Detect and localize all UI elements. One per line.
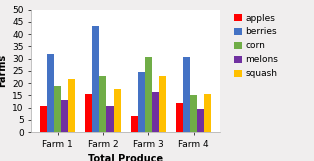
Bar [152,92,159,132]
Bar [190,95,197,132]
X-axis label: Total Produce: Total Produce [88,154,163,161]
Bar [61,100,68,132]
Bar [138,72,145,132]
Bar [106,106,114,132]
Bar [54,85,61,132]
Bar [159,76,166,132]
Bar [183,57,190,132]
Bar [145,57,152,132]
Y-axis label: Farms: Farms [0,54,7,87]
Bar [47,54,54,132]
Bar [100,76,106,132]
Bar [114,89,121,132]
Bar [68,79,75,132]
Bar [131,116,138,132]
Bar [204,94,211,132]
Bar [92,26,100,132]
Legend: apples, berries, corn, melons, squash: apples, berries, corn, melons, squash [232,12,280,80]
Bar [85,94,92,132]
Bar [40,106,47,132]
Bar [197,109,204,132]
Bar [176,103,183,132]
